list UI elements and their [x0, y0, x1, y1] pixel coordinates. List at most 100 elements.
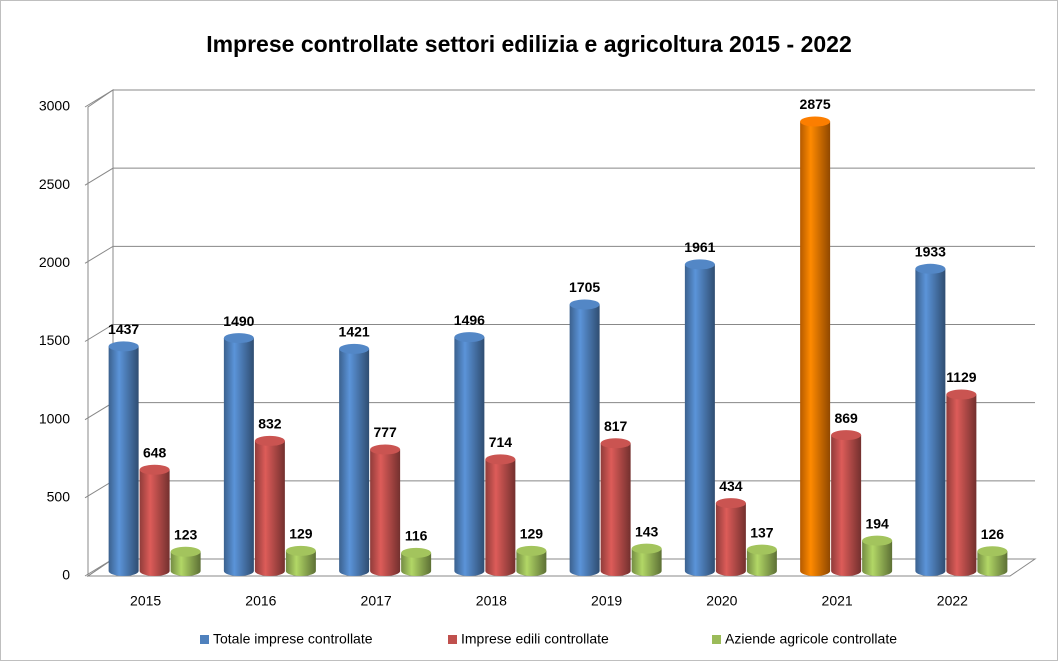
value-label: 648	[143, 444, 167, 460]
bar-body	[946, 394, 977, 576]
bar-body	[108, 346, 139, 576]
value-label: 777	[373, 424, 397, 440]
bar-top	[370, 444, 401, 455]
y-tick-label: 3000	[39, 98, 70, 114]
value-label: 869	[834, 410, 858, 426]
bar-top	[746, 544, 777, 555]
bar	[285, 545, 316, 576]
bar-top	[631, 543, 662, 554]
bar	[454, 332, 485, 576]
bar-top	[454, 332, 485, 343]
bar-body	[370, 449, 401, 576]
y-tick-label: 2500	[39, 176, 70, 192]
bar-top	[139, 464, 170, 475]
value-label: 123	[174, 526, 198, 542]
legend-label: Totale imprese controllate	[213, 631, 373, 647]
value-label: 1705	[569, 279, 600, 295]
value-label: 137	[750, 524, 774, 540]
value-label: 434	[719, 478, 743, 494]
legend-label: Imprese edili controllate	[461, 631, 609, 647]
y-tick-label: 500	[47, 489, 71, 505]
bar-top	[485, 454, 516, 465]
x-tick-label: 2016	[245, 593, 276, 609]
bar-top	[339, 343, 370, 354]
bar	[800, 116, 831, 577]
bar-body	[454, 337, 485, 576]
bar	[715, 498, 746, 576]
bar-top	[862, 535, 893, 546]
bar-body	[915, 268, 946, 576]
bar-top	[254, 435, 285, 446]
bar-top	[516, 545, 547, 556]
bar	[339, 343, 370, 576]
value-label: 817	[604, 418, 628, 434]
bar-body	[485, 459, 516, 576]
bar-top	[715, 498, 746, 509]
bar-top	[569, 299, 600, 310]
value-label: 129	[289, 526, 313, 542]
bar-top	[285, 545, 316, 556]
bar-top	[946, 389, 977, 400]
bar-body	[516, 550, 547, 576]
bar	[170, 546, 201, 576]
value-label: 714	[489, 434, 513, 450]
bar	[108, 341, 139, 576]
bar-body	[285, 550, 316, 576]
grid-line	[84, 245, 1035, 264]
bar-top	[915, 263, 946, 274]
bar-body	[339, 348, 370, 576]
legend-swatch	[200, 635, 209, 644]
bar-body	[977, 551, 1008, 576]
value-label: 1496	[454, 312, 485, 328]
bar	[223, 333, 254, 576]
y-tick-label: 2000	[39, 254, 70, 270]
bar	[401, 547, 432, 576]
bar	[254, 435, 285, 576]
bar-top	[831, 430, 862, 441]
bar	[485, 454, 516, 576]
x-tick-label: 2018	[476, 593, 507, 609]
bar	[569, 299, 600, 576]
bar-body	[600, 443, 631, 576]
grid-line	[84, 324, 1035, 342]
bar-body	[862, 540, 893, 576]
bar-top	[223, 333, 254, 344]
value-label: 2875	[800, 96, 831, 112]
bar-body	[139, 469, 170, 576]
grid-line	[84, 89, 1035, 108]
value-label: 832	[258, 416, 282, 432]
bar-top	[108, 341, 139, 352]
x-tick-label: 2017	[361, 593, 392, 609]
bar	[139, 464, 170, 576]
y-tick-label: 1000	[39, 410, 70, 426]
y-tick-label: 1500	[39, 332, 70, 348]
value-label: 1421	[339, 324, 370, 340]
bar-top	[977, 546, 1008, 557]
bar-top	[170, 546, 201, 557]
bar-body	[746, 549, 777, 576]
grid-line	[84, 167, 1035, 186]
value-label: 1129	[946, 369, 977, 385]
bar-body	[401, 552, 432, 576]
value-label: 143	[635, 523, 659, 539]
bar-body	[715, 503, 746, 576]
bar-body	[569, 304, 600, 576]
bar-top	[684, 259, 715, 270]
value-label: 1490	[223, 313, 254, 329]
y-tick-label: 0	[62, 567, 70, 583]
bar	[746, 544, 777, 576]
bar	[516, 545, 547, 576]
bar-body	[684, 264, 715, 576]
bar-body	[800, 121, 831, 577]
x-tick-label: 2020	[706, 593, 737, 609]
bar	[862, 535, 893, 576]
bar-top	[600, 438, 631, 449]
x-tick-label: 2021	[822, 593, 853, 609]
bar	[684, 259, 715, 576]
bar-body	[254, 440, 285, 576]
bar-body	[170, 551, 201, 576]
x-tick-label: 2015	[130, 593, 161, 609]
value-label: 129	[520, 526, 544, 542]
bar	[631, 543, 662, 576]
